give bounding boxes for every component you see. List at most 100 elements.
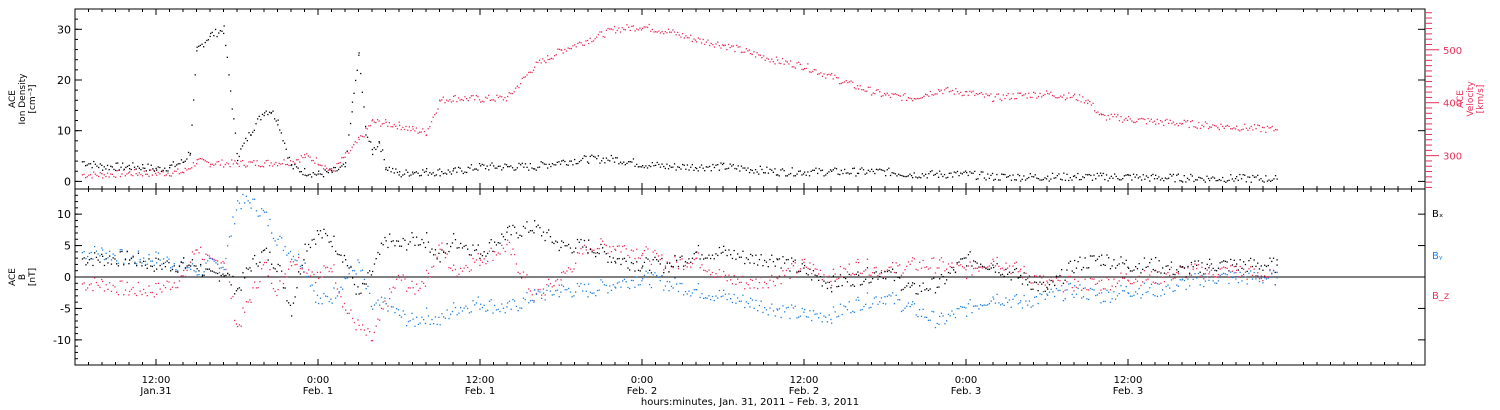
b-component-point-bz (417, 289, 420, 292)
velocity-point (285, 164, 287, 166)
velocity-point (1080, 101, 1082, 103)
b-component-point-by (539, 291, 541, 293)
b-component-point-bx (112, 257, 114, 259)
b-component-point-bx (517, 237, 519, 239)
b-component-point-bz (288, 268, 290, 270)
velocity-point (775, 56, 778, 58)
density-point (889, 174, 892, 177)
velocity-point (550, 57, 552, 59)
b-component-point-by (448, 317, 450, 320)
density-point (888, 167, 890, 169)
velocity-point (1204, 121, 1206, 123)
velocity-point (558, 48, 561, 50)
b-component-point-by (409, 320, 411, 322)
density-point (532, 168, 535, 170)
b-component-point-bx (387, 246, 389, 249)
density-point (405, 169, 407, 171)
density-point (835, 168, 838, 170)
b-component-point-bx (1039, 281, 1041, 283)
b-component-point-by (301, 266, 303, 269)
velocity-point (1263, 127, 1265, 129)
b-component-point-by (99, 255, 101, 257)
b-component-point-bx (1098, 255, 1100, 258)
b-component-point-by (838, 315, 840, 317)
b-component-point-by (326, 295, 329, 298)
density-point (834, 167, 836, 169)
b-component-point-by (1217, 280, 1220, 282)
b-component-point-by (357, 259, 359, 261)
b-component-point-by (416, 316, 418, 318)
b-component-point-bz (1081, 289, 1083, 291)
velocity-point (861, 89, 863, 91)
b-component-point-bz (994, 265, 997, 267)
b-component-point-bz (249, 299, 251, 301)
b-component-point-by (1260, 277, 1262, 280)
b-component-point-bz (684, 264, 687, 267)
velocity-point (1105, 119, 1108, 121)
density-point (502, 167, 504, 169)
b-component-point-bx (657, 260, 660, 262)
density-point (1120, 179, 1122, 181)
density-point (567, 164, 569, 166)
b-component-point-bz (845, 268, 847, 270)
density-point (295, 166, 298, 168)
b-component-point-by (998, 302, 1000, 304)
x-tick-time-label: 12:00 (466, 375, 495, 386)
b-component-point-by (650, 286, 653, 289)
b-component-point-bx (1133, 269, 1135, 271)
velocity-point (474, 99, 476, 101)
density-point (715, 164, 717, 166)
density-point (336, 170, 338, 172)
b-component-point-bz (137, 281, 140, 284)
density-point (753, 172, 755, 174)
velocity-point (538, 59, 541, 61)
b-component-point-by (1030, 306, 1032, 308)
b-component-point-bx (605, 253, 607, 255)
b-component-point-by (549, 290, 552, 292)
b-component-point-bz (494, 251, 496, 253)
b-component-point-by (1179, 279, 1181, 281)
b-component-point-bz (1133, 282, 1135, 284)
b-component-point-by (695, 288, 697, 291)
b-component-point-by (760, 300, 762, 302)
velocity-point (764, 59, 766, 61)
b-component-point-by (722, 295, 724, 297)
density-point (516, 167, 518, 169)
density-point (412, 173, 414, 175)
b-component-point-by (492, 312, 494, 314)
b-component-point-bz (693, 258, 695, 261)
b-component-point-bx (696, 251, 698, 253)
velocity-point (302, 156, 304, 159)
b-component-point-bx (1109, 268, 1112, 270)
b-component-point-by (284, 245, 286, 248)
density-point (351, 101, 354, 103)
b-component-point-by (319, 297, 322, 299)
density-point (682, 163, 684, 166)
density-point (488, 169, 490, 171)
b-component-point-bx (1143, 257, 1146, 259)
velocity-point (196, 163, 198, 165)
velocity-point (91, 177, 93, 179)
velocity-point (1144, 118, 1146, 121)
b-component-point-by (546, 289, 548, 291)
b-component-point-by (880, 297, 883, 299)
b-component-point-bx (780, 267, 782, 269)
b-component-point-bz (715, 273, 717, 275)
b-component-point-bx (1271, 260, 1273, 263)
density-point (439, 168, 441, 170)
velocity-point (1125, 117, 1127, 119)
b-component-point-by (1003, 304, 1005, 306)
velocity-point (262, 166, 265, 168)
density-point (1240, 178, 1243, 180)
b-component-point-bx (1276, 264, 1278, 266)
velocity-point (414, 130, 416, 132)
b-component-point-bz (1128, 280, 1130, 282)
b-component-point-bx (1005, 268, 1007, 270)
velocity-point (980, 92, 982, 94)
velocity-point (547, 55, 549, 57)
velocity-point (196, 159, 198, 161)
b-component-point-by (1183, 279, 1186, 282)
b-component-point-by (83, 250, 85, 253)
b-component-point-by (753, 307, 755, 309)
b-component-point-bz (407, 287, 410, 289)
